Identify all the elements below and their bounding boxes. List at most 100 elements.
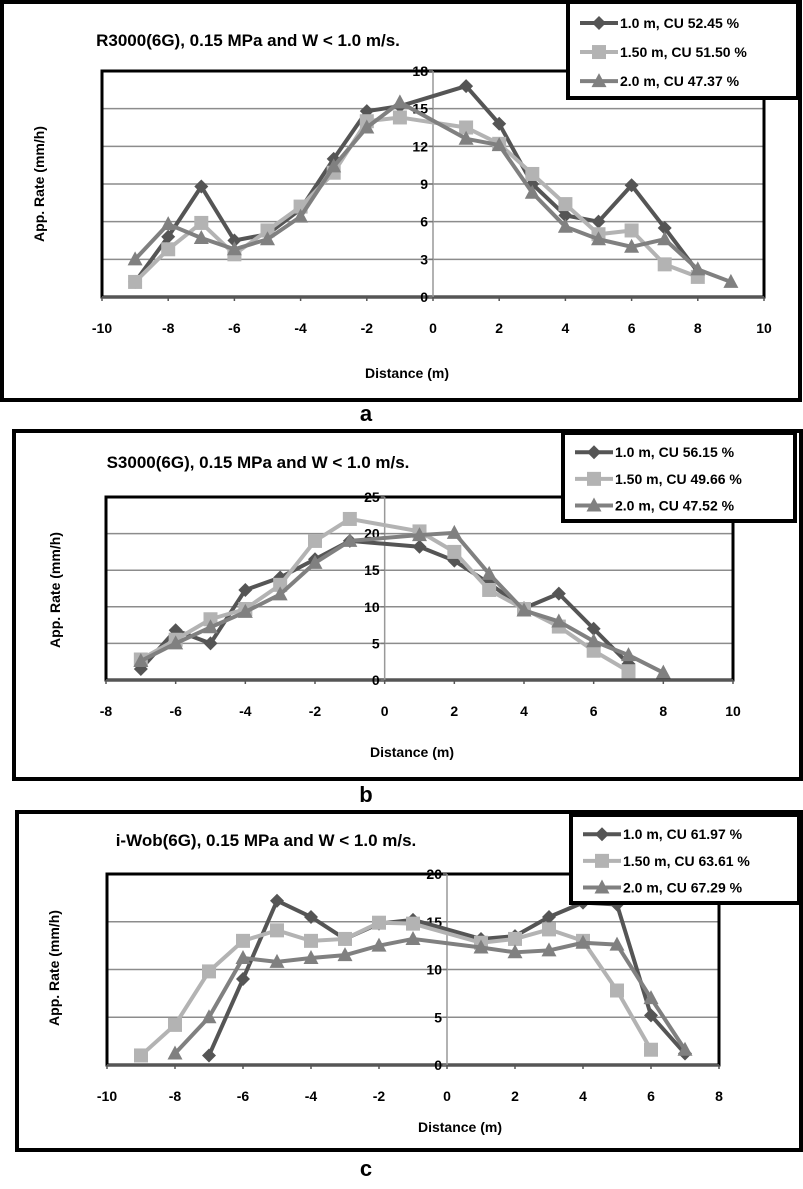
data-point <box>492 116 507 131</box>
data-point <box>260 231 275 246</box>
legend-marker <box>595 827 609 842</box>
data-point <box>359 119 375 134</box>
data-point <box>690 261 706 276</box>
x-tick-label: 6 <box>647 1088 655 1104</box>
x-axis-label: Distance (m) <box>365 365 449 381</box>
data-point <box>260 223 275 238</box>
data-point <box>524 184 540 199</box>
x-tick-label: 8 <box>694 320 702 336</box>
data-point <box>557 218 573 233</box>
data-point <box>586 621 601 636</box>
legend-marker <box>592 45 606 60</box>
data-point <box>307 554 323 569</box>
x-tick-label: -6 <box>228 320 241 336</box>
legend-marker <box>594 879 610 894</box>
data-point <box>610 983 624 998</box>
legend-entry: 1.0 m, CU 56.15 % <box>615 444 735 460</box>
legend-box <box>566 0 800 100</box>
x-tick-label: -2 <box>309 703 322 719</box>
data-point <box>459 79 474 94</box>
data-point <box>644 1042 658 1057</box>
data-point <box>203 636 218 651</box>
y-tick-label: 20 <box>426 866 442 882</box>
data-point <box>127 251 143 266</box>
x-tick-label: -2 <box>361 320 374 336</box>
data-point <box>342 532 358 547</box>
x-tick-label: 10 <box>725 703 741 719</box>
series-line <box>133 100 732 284</box>
data-point <box>447 544 462 559</box>
x-tick-label: 0 <box>429 320 437 336</box>
data-point <box>304 933 318 948</box>
data-point <box>525 166 540 181</box>
y-axis-label: App. Rate (mm/h) <box>31 126 47 242</box>
data-point <box>446 524 462 539</box>
chart-title: R3000(6G), 0.15 MPa and W < 1.0 m/s. <box>96 31 400 50</box>
data-point <box>202 964 216 979</box>
data-point <box>723 273 739 288</box>
data-point <box>591 231 606 246</box>
data-point <box>473 939 489 954</box>
data-point <box>459 120 474 135</box>
legend: 1.0 m, CU 61.97 % 1.50 m, CU 63.61 % 2.0 m… <box>569 813 801 905</box>
x-tick-label: 6 <box>590 703 598 719</box>
x-tick-label: -6 <box>169 703 182 719</box>
x-tick-label: -4 <box>305 1088 318 1104</box>
data-point <box>337 947 353 962</box>
x-tick-label: 8 <box>659 703 667 719</box>
data-point <box>167 1045 183 1060</box>
data-point <box>227 233 242 248</box>
series-3 <box>127 94 739 288</box>
data-point <box>542 922 556 937</box>
y-tick-label: 15 <box>364 562 380 578</box>
legend-marker <box>591 73 607 88</box>
data-point <box>193 229 209 244</box>
data-point <box>338 931 352 946</box>
data-point <box>624 223 639 238</box>
data-point <box>342 511 357 526</box>
data-point <box>269 953 285 968</box>
x-tick-label: 0 <box>381 703 389 719</box>
data-point <box>237 603 253 618</box>
data-point <box>551 613 567 628</box>
x-tick-label: 10 <box>756 320 772 336</box>
data-point <box>575 934 591 949</box>
data-point <box>551 586 566 601</box>
data-point <box>236 933 250 948</box>
data-point <box>677 1041 693 1056</box>
y-tick-label: 0 <box>372 672 380 688</box>
data-point <box>194 215 209 230</box>
data-point <box>203 612 218 627</box>
data-point <box>482 582 497 597</box>
x-axis-label: Distance (m) <box>418 1119 502 1135</box>
data-point <box>134 1048 148 1063</box>
data-point <box>406 916 420 931</box>
legend-entry: 2.0 m, CU 47.52 % <box>615 498 735 514</box>
data-point <box>273 577 288 592</box>
legend-entry: 1.50 m, CU 49.66 % <box>615 471 742 487</box>
legend-marker <box>595 853 609 868</box>
x-tick-label: 2 <box>495 320 503 336</box>
x-tick-label: 2 <box>450 703 458 719</box>
data-point <box>202 1048 216 1063</box>
data-point <box>238 582 253 597</box>
data-point <box>516 602 532 617</box>
x-tick-label: -8 <box>162 320 175 336</box>
data-point <box>586 643 601 658</box>
data-point <box>621 664 636 679</box>
data-point <box>326 158 342 173</box>
data-point <box>643 990 659 1005</box>
y-tick-label: 0 <box>420 289 428 305</box>
panel-label: b <box>359 782 372 807</box>
legend-marker <box>592 15 606 30</box>
data-point <box>128 274 143 289</box>
series-3 <box>167 930 693 1060</box>
y-tick-label: 5 <box>434 1009 442 1025</box>
data-point <box>624 178 639 193</box>
data-point <box>657 231 673 246</box>
legend-entry: 1.50 m, CU 63.61 % <box>623 853 750 869</box>
